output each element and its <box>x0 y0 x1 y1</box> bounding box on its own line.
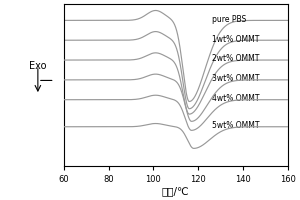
Text: 5wt% OMMT: 5wt% OMMT <box>212 121 259 130</box>
Text: 4wt% OMMT: 4wt% OMMT <box>212 94 259 103</box>
Text: 1wt% OMMT: 1wt% OMMT <box>212 35 259 44</box>
Text: 3wt% OMMT: 3wt% OMMT <box>212 74 259 83</box>
Text: Exo: Exo <box>29 61 46 71</box>
Text: 2wt% OMMT: 2wt% OMMT <box>212 54 259 63</box>
X-axis label: 温度/℃: 温度/℃ <box>162 186 190 196</box>
Text: pure PBS: pure PBS <box>212 15 246 24</box>
